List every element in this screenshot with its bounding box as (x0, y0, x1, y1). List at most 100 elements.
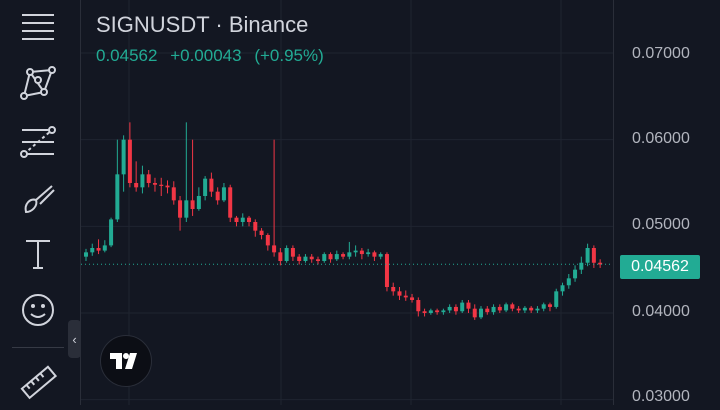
candle-body (460, 302, 465, 312)
candle-body (134, 183, 139, 188)
candle-body (127, 139, 132, 183)
candle-body (196, 196, 201, 209)
tradingview-logo[interactable] (100, 335, 152, 387)
price-tick: 0.03000 (632, 388, 690, 405)
candle-body (435, 310, 440, 313)
candle-body (259, 230, 264, 235)
candle-body (265, 235, 270, 246)
menu-button[interactable] (12, 5, 64, 49)
candle-body (410, 297, 415, 300)
price-tick: 0.07000 (632, 45, 690, 62)
candle-body (516, 308, 521, 311)
candle-body (403, 295, 408, 298)
candle-body (240, 217, 245, 222)
candle-body (215, 191, 220, 201)
candlestick-chart[interactable] (81, 0, 613, 405)
candle-body (598, 262, 603, 265)
candle-body (485, 308, 490, 313)
candle-body (366, 252, 371, 255)
last-price-value: 0.04562 (96, 46, 158, 65)
candle-body (297, 256, 302, 261)
candle-body (341, 254, 346, 257)
price-change: +0.00043 (170, 46, 242, 65)
collapse-toolbar-button[interactable]: ‹ (68, 320, 81, 358)
symbol-name: SIGNUSDT (96, 12, 210, 37)
text-tool-button[interactable] (12, 232, 64, 276)
candle-body (347, 252, 352, 257)
candle-body (566, 278, 571, 286)
brush-icon (24, 185, 55, 214)
candle-body (247, 217, 252, 222)
candle-body (209, 178, 214, 192)
candle-body (554, 291, 559, 307)
candle-body (152, 183, 157, 185)
candle-body (504, 304, 509, 311)
last-price-label: 0.04562 (620, 255, 700, 279)
candle-body (234, 217, 239, 222)
menu-icon (22, 14, 54, 40)
tradingview-logo-icon (110, 353, 137, 369)
candle-body (84, 252, 88, 257)
candle-body (491, 306, 496, 313)
candle-body (529, 307, 534, 311)
candle-body (591, 248, 596, 263)
candle-body (378, 254, 383, 257)
chevron-left-icon: ‹ (72, 331, 77, 347)
price-tick: 0.04000 (632, 303, 690, 320)
candle-body (165, 185, 170, 188)
ruler-button[interactable] (12, 361, 64, 405)
candle-body (96, 248, 101, 251)
candle-body (560, 285, 565, 292)
candles (84, 122, 603, 320)
candle-body (328, 254, 333, 260)
candle-body (253, 222, 258, 231)
title-separator: · (215, 12, 223, 37)
candle-body (353, 250, 358, 253)
candle-body (190, 200, 195, 209)
brush-button[interactable] (12, 176, 64, 220)
candle-body (522, 307, 527, 311)
pattern-tool-icon (20, 66, 56, 100)
price-change-percent: (+0.95%) (254, 46, 324, 65)
candle-body (203, 178, 208, 196)
candle-body (384, 254, 389, 287)
price-tick: 0.06000 (632, 130, 690, 147)
chart-pane[interactable] (81, 0, 613, 405)
candle-body (315, 259, 320, 261)
candle-body (146, 174, 151, 183)
candle-body (573, 269, 578, 279)
candle-body (372, 252, 377, 257)
candle-body (397, 291, 402, 296)
candle-body (497, 306, 502, 311)
price-tick: 0.05000 (632, 216, 690, 233)
symbol-legend[interactable]: SIGNUSDT · Binance 0.04562 +0.00043 (+0.… (96, 12, 332, 66)
pattern-tool-button[interactable] (12, 60, 64, 104)
candle-body (416, 300, 421, 312)
quote-row: 0.04562 +0.00043 (+0.95%) (96, 46, 332, 66)
candle-body (479, 308, 484, 318)
candle-body (115, 174, 120, 220)
text-icon (26, 240, 50, 269)
candle-body (159, 184, 164, 186)
candle-body (121, 139, 126, 175)
candle-body (102, 245, 107, 251)
candle-body (441, 310, 446, 313)
symbol-title: SIGNUSDT · Binance (96, 12, 332, 38)
price-axis[interactable]: 0.07000 0.06000 0.05000 0.04000 0.03000 (613, 0, 720, 405)
candle-body (466, 302, 471, 309)
fib-levels-button[interactable] (12, 120, 64, 164)
candle-body (228, 187, 233, 218)
emoji-button[interactable] (12, 288, 64, 332)
candle-body (284, 248, 289, 261)
candle-body (140, 174, 145, 188)
candle-body (184, 200, 189, 218)
candle-body (278, 252, 283, 261)
candle-body (585, 248, 590, 263)
candle-body (453, 306, 458, 312)
candle-body (472, 308, 477, 318)
candle-body (447, 306, 452, 311)
candle-body (422, 311, 427, 313)
candle-body (90, 248, 95, 253)
candle-body (359, 250, 364, 255)
candle-body (547, 304, 552, 307)
